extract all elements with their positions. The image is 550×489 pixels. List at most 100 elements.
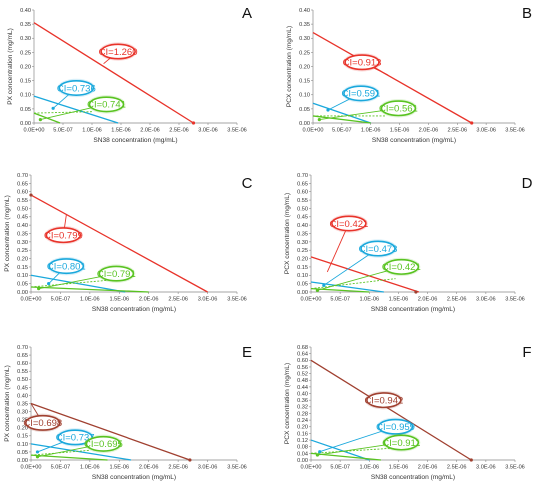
- y-tick-label: 0.25: [17, 418, 28, 424]
- series-line-blue: [33, 95, 119, 124]
- y-tick-label: 0.35: [299, 22, 310, 28]
- y-tick-label: 0.55: [17, 369, 28, 375]
- ci-ellipse-green: [383, 258, 420, 275]
- y-tick-label: 0.25: [20, 50, 31, 56]
- y-tick-label: 0.25: [17, 248, 28, 254]
- x-tick-label: 3.0E-06: [198, 128, 218, 134]
- y-tick-label: 0.50: [297, 206, 308, 212]
- y-tick-label: 0.05: [17, 450, 28, 456]
- y-axis-title: PCX concentration (mg/mL): [284, 193, 291, 274]
- series-line-red: [33, 22, 194, 124]
- y-tick-label: 0.40: [17, 393, 28, 399]
- y-tick-label: 0.50: [17, 377, 28, 383]
- x-tick-label: 1.0E-06: [80, 297, 100, 303]
- ci-ellipse-red: [366, 392, 402, 409]
- panel-letter: D: [522, 175, 533, 192]
- ci-ellipse-green: [380, 100, 417, 117]
- y-tick-label: 0.40: [297, 223, 308, 229]
- panel-letter: A: [242, 5, 252, 22]
- x-tick-label: 5.0E-07: [330, 465, 350, 471]
- x-tick-label: 3.0E-06: [198, 465, 218, 471]
- y-tick-label: 0.20: [297, 256, 308, 262]
- x-tick-label: 3.0E-06: [476, 465, 496, 471]
- y-tick-label: 0.20: [17, 426, 28, 432]
- y-tick-label: 0.32: [297, 405, 308, 411]
- y-tick-label: 0.52: [297, 371, 308, 377]
- x-tick-label: 5.0E-07: [53, 128, 73, 134]
- y-tick-label: 0.70: [17, 173, 28, 179]
- ci-ellipse-red: [100, 43, 136, 60]
- y-tick-label: 0.15: [297, 265, 308, 271]
- x-tick-label: 3.5E-06: [227, 128, 247, 134]
- x-tick-label: 1.0E-06: [359, 297, 379, 303]
- series-line-red: [30, 194, 208, 293]
- series-line-blue: [310, 281, 384, 293]
- series-line-green: [312, 115, 371, 124]
- y-tick-label: 0.30: [17, 409, 28, 415]
- ci-label-blue: CI=0.959: [376, 422, 415, 433]
- y-tick-label: 0.36: [297, 398, 308, 404]
- series-line-blue: [310, 439, 370, 461]
- x-tick-label: 1.0E-06: [359, 465, 379, 471]
- x-tick-label: 2.0E-06: [139, 297, 159, 303]
- x-tick-label: 2.5E-06: [447, 128, 467, 134]
- y-tick-label: 0.65: [17, 353, 28, 359]
- x-tick-label: 3.5E-06: [505, 297, 525, 303]
- y-tick-label: 0.60: [17, 361, 28, 367]
- x-tick-label: 0.0E+00: [21, 465, 42, 471]
- series-dashed-green: [310, 447, 390, 454]
- x-tick-label: 1.0E-06: [361, 128, 381, 134]
- x-tick-label: 3.5E-06: [227, 297, 247, 303]
- x-axis-title: SN38 concentration (mg/mL): [371, 474, 455, 481]
- y-tick-label: 0.00: [20, 121, 31, 127]
- y-tick-label: 0.30: [17, 240, 28, 246]
- data-point-blue: [35, 450, 40, 454]
- x-axis-title: SN38 concentration (mg/mL): [92, 306, 176, 313]
- y-tick-label: 0.15: [299, 79, 310, 85]
- ci-label-blue: CI=0.736: [57, 83, 96, 94]
- y-tick-label: 0.68: [297, 345, 308, 351]
- ci-label-blue: CI=0.737: [56, 433, 95, 444]
- series-dashed-green: [30, 449, 90, 456]
- x-tick-label: 1.5E-06: [389, 465, 409, 471]
- x-axis-title: SN38 concentration (mg/mL): [372, 137, 456, 144]
- y-tick-label: 0.40: [297, 391, 308, 397]
- data-point-green: [315, 288, 320, 292]
- x-tick-label: 2.5E-06: [168, 297, 188, 303]
- panel-letter: F: [522, 344, 531, 361]
- panel-e: 0.00 0.05 0.10 0.15 0.20 0.25 0.30 0.35 0.40 0.45…: [4, 344, 252, 481]
- ci-label-green: CI=0.561: [379, 104, 418, 115]
- y-tick-label: 0.45: [297, 215, 308, 221]
- y-tick-label: 0.35: [17, 401, 28, 407]
- y-tick-label: 0.08: [297, 445, 308, 451]
- ci-label-red: CI=0.421: [329, 219, 368, 230]
- x-tick-label: 1.5E-06: [109, 465, 129, 471]
- y-tick-label: 0.35: [20, 22, 31, 28]
- leader-line-red: [326, 223, 350, 273]
- ci-label-green: CI=0.421: [382, 262, 421, 273]
- ci-label-green: CI=0.695: [84, 439, 123, 450]
- x-tick-label: 3.5E-06: [505, 128, 525, 134]
- series-line-red: [30, 402, 191, 461]
- ci-ellipse-blue: [57, 429, 93, 446]
- series-line-green: [30, 286, 149, 293]
- x-tick-label: 2.0E-06: [418, 465, 438, 471]
- x-tick-label: 3.0E-06: [476, 297, 496, 303]
- y-tick-label: 0.55: [297, 198, 308, 204]
- y-tick-label: 0.30: [299, 36, 310, 42]
- series-line-blue: [312, 102, 371, 124]
- x-tick-label: 0.0E+00: [24, 128, 45, 134]
- x-tick-label: 5.0E-07: [330, 297, 350, 303]
- x-tick-label: 1.0E-06: [80, 465, 100, 471]
- x-tick-label: 2.0E-06: [418, 297, 438, 303]
- y-tick-label: 0.10: [299, 93, 310, 99]
- y-tick-label: 0.15: [20, 79, 31, 85]
- y-tick-label: 0.40: [17, 223, 28, 229]
- series-dashed-green: [33, 111, 93, 114]
- y-tick-label: 0.20: [299, 64, 310, 70]
- data-point-blue: [322, 283, 326, 287]
- x-tick-label: 1.0E-06: [82, 128, 102, 134]
- y-tick-label: 0.40: [20, 8, 31, 14]
- series-dashed-green: [310, 278, 396, 290]
